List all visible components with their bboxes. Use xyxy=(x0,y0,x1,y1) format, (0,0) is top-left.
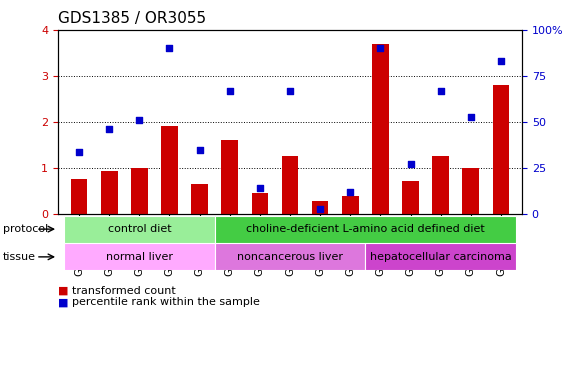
Text: transformed count: transformed count xyxy=(72,286,176,296)
Text: percentile rank within the sample: percentile rank within the sample xyxy=(72,297,260,307)
Bar xyxy=(191,184,208,214)
Point xyxy=(74,149,84,155)
Text: choline-deficient L-amino acid defined diet: choline-deficient L-amino acid defined d… xyxy=(246,224,485,234)
Text: ■: ■ xyxy=(58,297,68,307)
Bar xyxy=(222,140,238,214)
Bar xyxy=(312,201,328,214)
Point xyxy=(406,161,415,167)
Point xyxy=(436,88,445,94)
Bar xyxy=(282,156,298,214)
Point xyxy=(376,45,385,51)
Bar xyxy=(252,193,268,214)
Text: protocol: protocol xyxy=(3,224,48,234)
Text: noncancerous liver: noncancerous liver xyxy=(237,252,343,262)
Bar xyxy=(342,196,358,214)
Text: control diet: control diet xyxy=(107,224,171,234)
Bar xyxy=(101,171,118,214)
Bar xyxy=(215,216,516,243)
Bar xyxy=(403,181,419,214)
Text: normal liver: normal liver xyxy=(106,252,173,262)
Point xyxy=(135,117,144,123)
Bar xyxy=(161,126,177,214)
Bar xyxy=(432,156,449,214)
Bar xyxy=(492,85,509,214)
Bar xyxy=(71,179,88,214)
Text: hepatocellular carcinoma: hepatocellular carcinoma xyxy=(370,252,512,262)
Point xyxy=(104,126,114,132)
Text: GDS1385 / OR3055: GDS1385 / OR3055 xyxy=(58,11,206,26)
Bar xyxy=(462,168,479,214)
Bar xyxy=(365,243,516,270)
Point xyxy=(225,88,234,94)
Bar xyxy=(64,216,215,243)
Bar xyxy=(64,243,215,270)
Point xyxy=(165,45,174,51)
Bar xyxy=(372,44,389,214)
Point xyxy=(346,189,355,195)
Text: tissue: tissue xyxy=(3,252,36,262)
Point xyxy=(255,186,264,192)
Point xyxy=(316,206,325,212)
Text: ■: ■ xyxy=(58,286,68,296)
Bar xyxy=(131,168,148,214)
Point xyxy=(285,88,295,94)
Point xyxy=(466,114,476,120)
Point xyxy=(496,58,506,64)
Bar xyxy=(215,243,365,270)
Point xyxy=(195,147,204,153)
